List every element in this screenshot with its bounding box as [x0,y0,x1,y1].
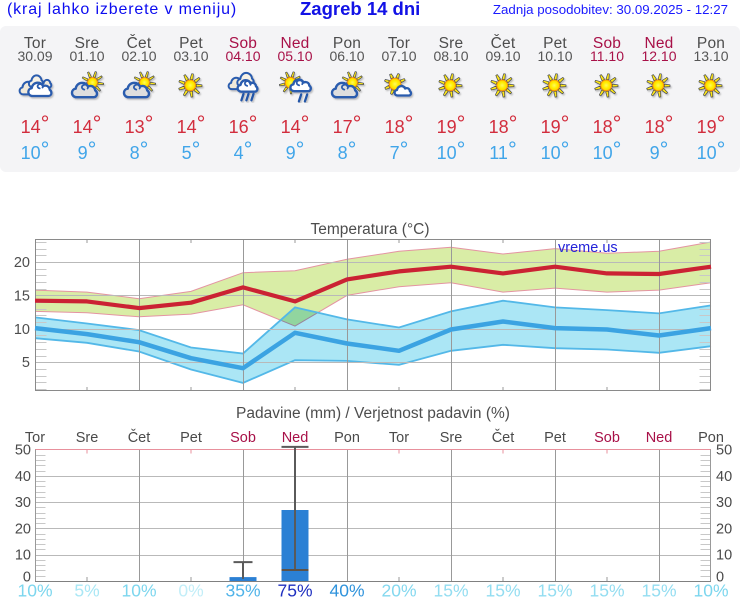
svg-text:15%: 15% [589,581,624,600]
svg-text:30: 30 [15,495,31,511]
svg-text:50: 50 [716,443,732,459]
svg-text:10%: 10% [17,581,52,600]
svg-text:Ned: Ned [646,430,673,446]
svg-text:15%: 15% [433,581,468,600]
svg-text:Pet: Pet [180,430,202,446]
svg-text:Tor: Tor [389,430,409,446]
svg-text:Ned: Ned [282,430,309,446]
svg-text:10%: 10% [121,581,156,600]
svg-text:20: 20 [15,521,31,537]
svg-text:Čet: Čet [128,429,151,446]
svg-text:Sob: Sob [594,430,620,446]
svg-text:20%: 20% [381,581,416,600]
svg-text:15%: 15% [485,581,520,600]
svg-text:10: 10 [15,548,31,564]
svg-text:Sre: Sre [76,430,99,446]
svg-text:Sob: Sob [230,430,256,446]
svg-text:15%: 15% [641,581,676,600]
svg-text:5%: 5% [74,581,99,600]
svg-text:Pon: Pon [698,430,724,446]
svg-text:40%: 40% [329,581,364,600]
svg-text:15%: 15% [537,581,572,600]
svg-text:Čet: Čet [492,429,515,446]
svg-text:10: 10 [14,322,30,338]
svg-text:75%: 75% [277,581,312,600]
svg-text:40: 40 [716,469,732,485]
svg-text:Padavine (mm) / Verjetnost pad: Padavine (mm) / Verjetnost padavin (%) [236,405,510,422]
svg-text:Pet: Pet [544,430,566,446]
svg-text:0%: 0% [178,581,203,600]
svg-text:vreme.us: vreme.us [558,240,618,256]
svg-text:30: 30 [716,495,732,511]
svg-text:35%: 35% [225,581,260,600]
svg-text:0: 0 [23,569,31,585]
svg-text:Tor: Tor [25,430,45,446]
svg-text:50: 50 [15,443,31,459]
svg-text:Temperatura (°C): Temperatura (°C) [310,221,429,238]
svg-text:20: 20 [716,521,732,537]
svg-text:40: 40 [15,469,31,485]
svg-text:10%: 10% [693,581,728,600]
svg-text:Pon: Pon [334,430,360,446]
svg-text:5: 5 [22,355,30,371]
svg-text:20: 20 [14,255,30,271]
svg-text:Sre: Sre [440,430,463,446]
svg-text:10: 10 [716,548,732,564]
svg-text:15: 15 [14,288,30,304]
svg-text:0: 0 [716,569,724,585]
